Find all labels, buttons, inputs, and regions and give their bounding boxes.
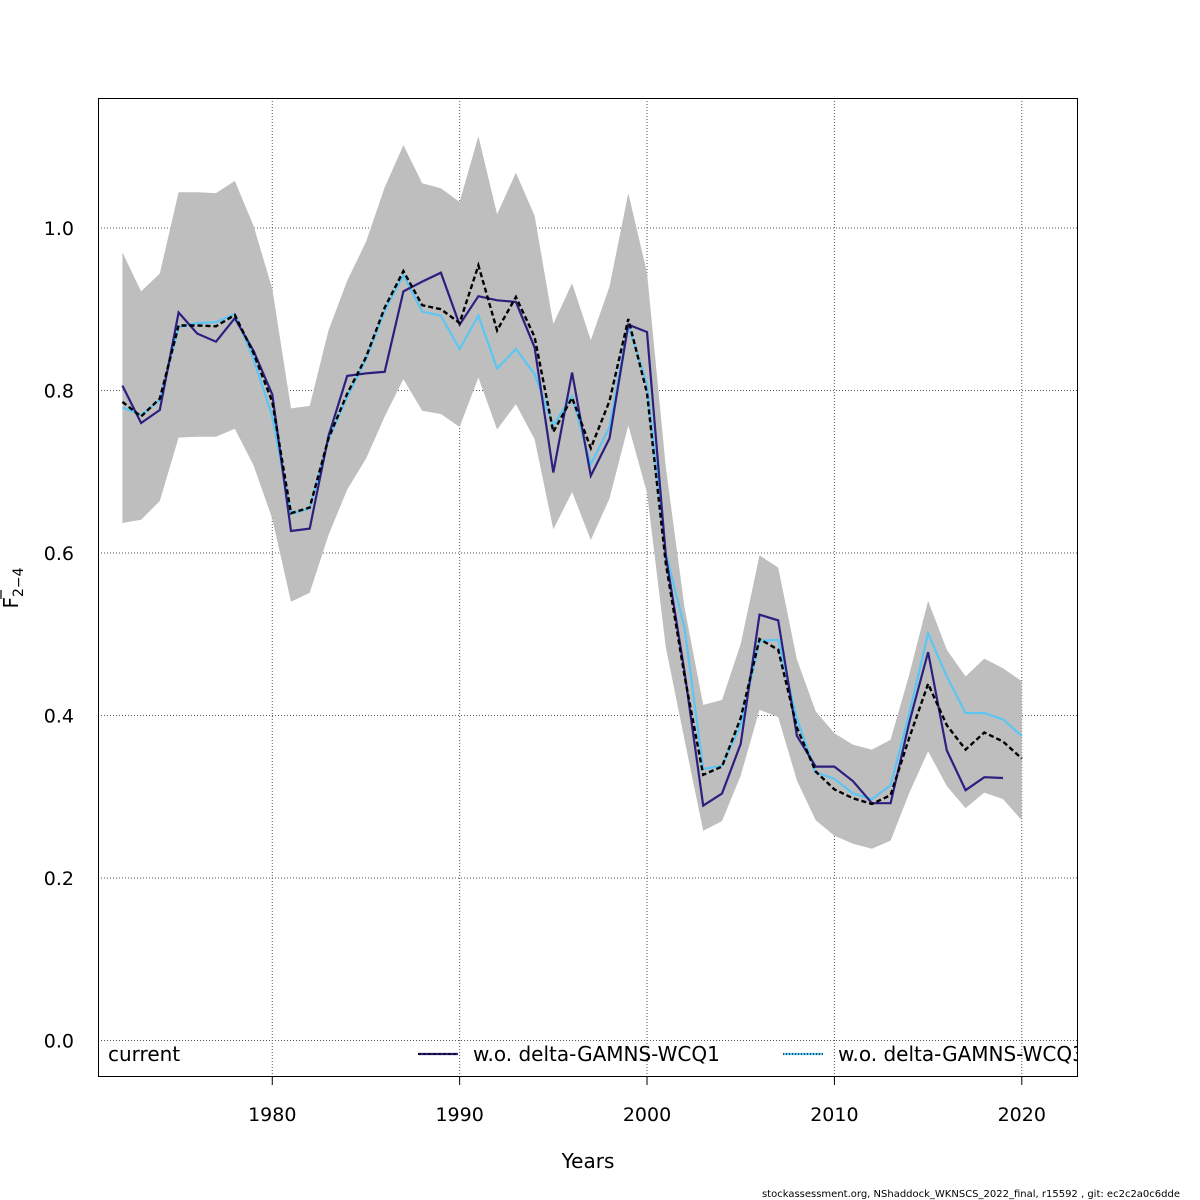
plot-frame (98, 98, 1078, 1077)
y-tick-label-2: 0.4 (44, 705, 74, 727)
x-axis-title: Years (561, 1149, 615, 1173)
x-tick-label-1980: 1980 (248, 1104, 296, 1126)
legend-label-wcq1: w.o. delta-GAMNS-WCQ1 (473, 1042, 720, 1066)
confidence-band (122, 136, 1022, 849)
series-line-2 (121, 272, 1023, 801)
series-line-1 (121, 271, 1004, 808)
y-axis-title: F2−4 (0, 567, 27, 608)
y-tick-label-1: 0.2 (44, 868, 74, 890)
x-tick-label-2000: 2000 (623, 1104, 671, 1126)
series-line-0 (121, 261, 1023, 806)
y-tick-label-0: 0.0 (44, 1030, 74, 1052)
y-tick-label-3: 0.6 (44, 543, 74, 565)
y-axis-title-subscript: 2−4 (11, 567, 27, 597)
confidence-band-layer (122, 136, 1022, 849)
y-tick-label-5: 1.0 (44, 218, 74, 240)
x-tick-label-1990: 1990 (435, 1104, 483, 1126)
x-tick-label-2010: 2010 (810, 1104, 858, 1126)
y-axis: 0.0 0.2 0.4 0.6 0.8 1.0 (44, 218, 74, 1052)
legend-label-wcq3: w.o. delta-GAMNS-WCQ3 (838, 1042, 1085, 1066)
series-layer (121, 261, 1023, 808)
x-axis: 1980 1990 2000 2010 2020 (248, 1077, 1046, 1126)
footer-credit: stockassessment.org, NShaddock_WKNSCS_20… (762, 1189, 1180, 1200)
x-tick-label-2020: 2020 (998, 1104, 1046, 1126)
legend: current w.o. delta-GAMNS-WCQ1 w.o. delta-G… (108, 1042, 1085, 1066)
y-axis-title-text: F2−4 (0, 567, 27, 608)
legend-label-current: current (108, 1042, 180, 1066)
y-tick-label-4: 0.8 (44, 380, 74, 402)
y-axis-title-main: F (0, 597, 23, 609)
